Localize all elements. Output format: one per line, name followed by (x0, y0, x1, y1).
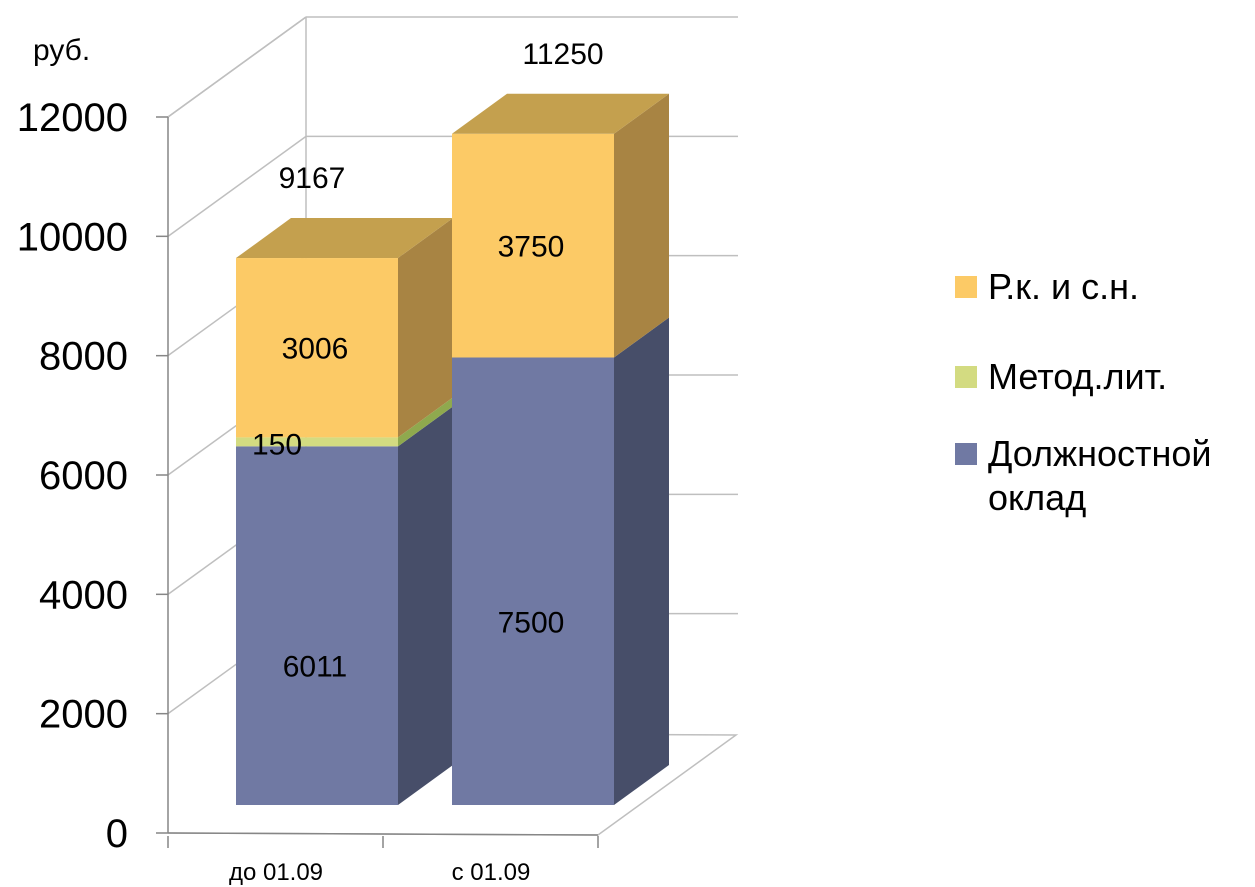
legend-label: Метод.лит. (988, 356, 1167, 397)
legend-label: Р.к. и с.н. (988, 266, 1139, 307)
xtick-label: до 01.09 (229, 859, 323, 886)
ytick-label: 8000 (39, 335, 128, 379)
ytick-label: 10000 (17, 215, 128, 259)
data-label: 6011 (283, 651, 348, 684)
tick-labels: 0 2000 4000 6000 8000 10000 12000 до 01.09 с 01.… (17, 96, 531, 886)
ytick-label: 0 (106, 812, 128, 856)
unit-label: руб. (33, 34, 90, 67)
data-label: 7500 (498, 606, 565, 639)
bar-side (398, 397, 453, 447)
legend: Р.к. и с.н. Метод.лит. Должностной оклад (955, 266, 1212, 518)
bar-front (236, 258, 398, 438)
total-label: 11250 (522, 38, 603, 71)
legend-swatch (955, 366, 977, 388)
data-labels: 6011 150 3006 9167 7500 3750 11250 (252, 38, 604, 684)
data-label: 150 (252, 428, 302, 461)
x-axis (167, 832, 599, 836)
legend-label: Должностной оклад (988, 433, 1212, 518)
ytick-label: 2000 (39, 693, 128, 737)
total-label: 9167 (279, 162, 346, 195)
legend-swatch (955, 443, 977, 465)
bar-side (398, 218, 453, 438)
gridline-diagonal (167, 135, 307, 237)
data-label: 3750 (498, 231, 565, 264)
bar-top (452, 93, 669, 134)
axes (156, 116, 599, 848)
ytick-label: 4000 (39, 573, 128, 617)
data-label: 3006 (282, 333, 349, 366)
gridline-diagonal (167, 16, 307, 118)
ytick-label: 12000 (17, 96, 128, 140)
bars (236, 93, 669, 805)
bar-front (452, 133, 614, 358)
bar-front (452, 357, 614, 805)
bar-front (236, 446, 398, 805)
bar-side (614, 93, 669, 358)
xtick-label: с 01.09 (452, 859, 531, 886)
bar-side (398, 406, 453, 805)
ytick-label: 6000 (39, 454, 128, 498)
bar-top (236, 218, 453, 259)
legend-swatch (955, 276, 977, 298)
bar-side (614, 317, 669, 805)
bar-front (236, 437, 398, 447)
